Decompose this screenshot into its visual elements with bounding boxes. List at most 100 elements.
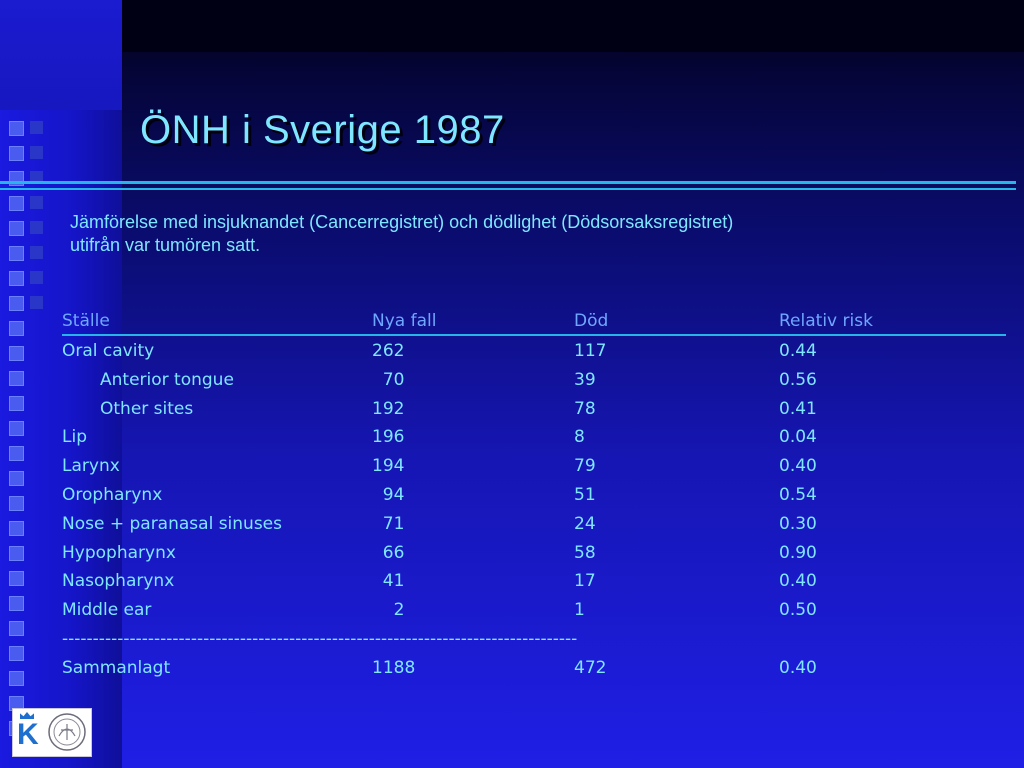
decor-square: [9, 596, 24, 611]
table-row: Anterior tongue 70 39 0.56: [62, 367, 1006, 396]
left-decor-top: [0, 0, 122, 110]
row-new-cases: 262: [372, 341, 405, 361]
row-relative-risk: 0.56: [779, 369, 817, 390]
header-deaths: Död: [574, 311, 609, 331]
slide-subtitle: Jämförelse med insjuknandet (Cancerregis…: [70, 212, 734, 255]
table-divider: ----------------------------------------…: [62, 628, 578, 649]
decor-square: [9, 321, 24, 336]
row-deaths: 8: [574, 427, 585, 448]
row-new-cases: 70: [372, 369, 405, 390]
decor-square: [9, 421, 24, 436]
row-relative-risk: 0.41: [779, 398, 817, 419]
row-new-cases: 196: [372, 427, 405, 448]
row-relative-risk: 0.54: [779, 484, 817, 505]
cancer-table: Ställe Nya fall Död Relativ risk Oral ca…: [62, 308, 1006, 684]
decor-square: [9, 446, 24, 461]
row-deaths: 58: [574, 542, 596, 563]
row-new-cases: 41: [372, 571, 405, 592]
header-new-cases: Nya fall: [372, 311, 437, 331]
crown-icon: [20, 712, 34, 719]
table-total-row: Sammanlagt 1188 472 0.40: [62, 655, 1006, 684]
row-relative-risk: 0.40: [779, 571, 817, 592]
row-relative-risk: 0.30: [779, 513, 817, 534]
decor-square: [9, 346, 24, 361]
table-row: Oral cavity 262 117 0.44: [62, 338, 1006, 367]
table-row: Other sites 192 78 0.41: [62, 396, 1006, 425]
row-new-cases: 2: [372, 600, 405, 621]
row-new-cases: 66: [372, 542, 405, 563]
row-new-cases: 192: [372, 398, 405, 419]
decor-square: [9, 671, 24, 686]
row-site: Middle ear: [62, 600, 152, 621]
left-decor-strip: [0, 0, 122, 768]
table-header-row: Ställe Nya fall Död Relativ risk: [62, 308, 1006, 336]
table-row: Oropharynx 94 51 0.54: [62, 482, 1006, 511]
decor-square: [9, 496, 24, 511]
row-relative-risk: 0.04: [779, 427, 817, 448]
decor-square-inner: [30, 171, 43, 184]
decor-square-inner: [30, 196, 43, 209]
table-row: Lip 196 8 0.04: [62, 424, 1006, 453]
decor-square: [9, 246, 24, 261]
table-body: Oral cavity 262 117 0.44 Anterior tongue 70 3…: [62, 338, 1006, 626]
row-relative-risk: 0.44: [779, 341, 817, 361]
table-row: Middle ear 2 1 0.50: [62, 597, 1006, 626]
total-relative-risk: 0.40: [779, 657, 817, 678]
row-relative-risk: 0.50: [779, 600, 817, 621]
decor-square: [9, 521, 24, 536]
header-site: Ställe: [62, 311, 110, 331]
title-rule-bottom: [0, 188, 1016, 190]
decor-square: [9, 371, 24, 386]
decor-squares-inner: [30, 121, 46, 321]
top-band: [122, 0, 1024, 52]
row-deaths: 17: [574, 571, 596, 592]
decor-square: [9, 571, 24, 586]
decor-square: [9, 121, 24, 136]
total-site: Sammanlagt: [62, 657, 171, 678]
decor-square: [9, 196, 24, 211]
row-relative-risk: 0.40: [779, 456, 817, 477]
row-new-cases: 194: [372, 456, 405, 477]
decor-square-inner: [30, 121, 43, 134]
row-relative-risk: 0.90: [779, 542, 817, 563]
decor-square-inner: [30, 296, 43, 309]
row-site: Nasopharynx: [62, 571, 175, 592]
row-site: Larynx: [62, 456, 120, 477]
decor-square: [9, 646, 24, 661]
row-site: Nose + paranasal sinuses: [62, 513, 282, 534]
decor-square-inner: [30, 221, 43, 234]
row-site: Oral cavity: [62, 341, 155, 361]
decor-square-inner: [30, 146, 43, 159]
row-deaths: 24: [574, 513, 596, 534]
logo-letter: K: [17, 718, 39, 751]
decor-square: [9, 471, 24, 486]
table-row: Larynx 194 79 0.40: [62, 453, 1006, 482]
row-deaths: 79: [574, 456, 596, 477]
decor-square: [9, 696, 24, 711]
row-deaths: 1: [574, 600, 585, 621]
row-new-cases: 94: [372, 484, 405, 505]
table-row: Nasopharynx 41 17 0.40: [62, 568, 1006, 597]
slide-title: ÖNH i Sverige 1987: [140, 108, 505, 152]
row-deaths: 117: [574, 341, 607, 361]
row-site: Oropharynx: [62, 484, 163, 505]
title-rule-top: [0, 181, 1016, 184]
total-deaths: 472: [574, 657, 607, 678]
institution-logo: K: [12, 708, 92, 757]
row-deaths: 39: [574, 369, 596, 390]
decor-square: [9, 546, 24, 561]
table-row: Nose + paranasal sinuses 71 24 0.30: [62, 511, 1006, 540]
row-site: Hypopharynx: [62, 542, 176, 563]
row-new-cases: 71: [372, 513, 405, 534]
table-row: Hypopharynx 66 58 0.90: [62, 540, 1006, 569]
decor-square: [9, 396, 24, 411]
decor-squares: [9, 121, 25, 746]
row-deaths: 51: [574, 484, 596, 505]
row-site: Other sites: [100, 398, 194, 419]
decor-square: [9, 271, 24, 286]
decor-square: [9, 146, 24, 161]
decor-square-inner: [30, 271, 43, 284]
decor-square: [9, 296, 24, 311]
header-relative-risk: Relativ risk: [779, 311, 873, 331]
seal-icon: [48, 713, 86, 751]
